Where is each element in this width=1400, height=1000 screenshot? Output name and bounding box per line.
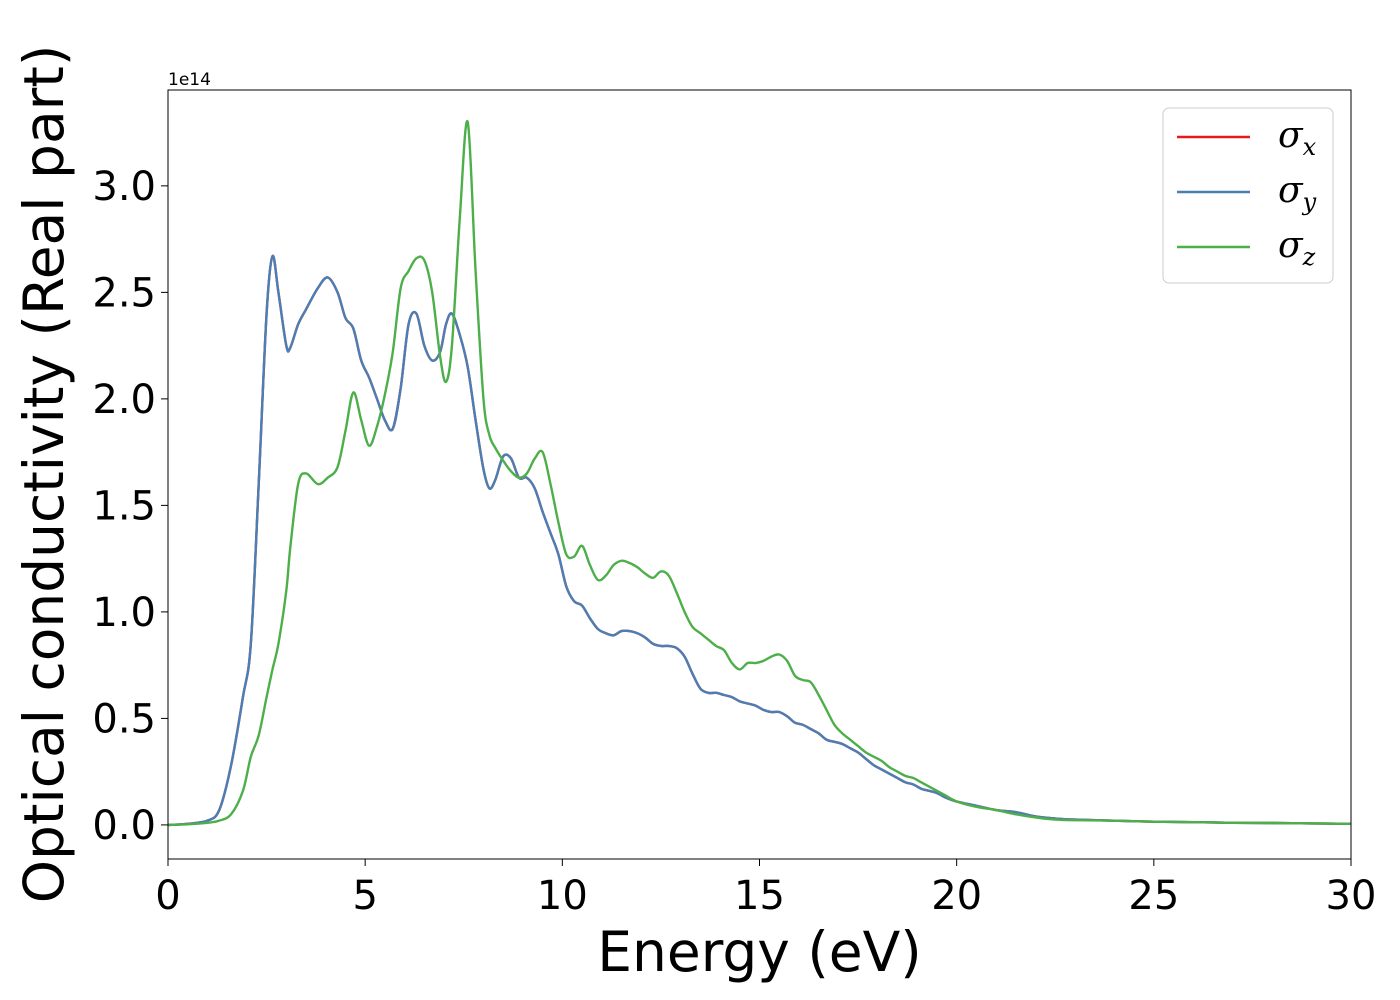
y-offset-label: 1e14 bbox=[168, 70, 211, 90]
y-tick-label: 0.5 bbox=[92, 696, 156, 742]
y-tick-label: 2.0 bbox=[92, 377, 156, 423]
series-layer bbox=[167, 120, 1352, 827]
x-tick-label: 5 bbox=[352, 873, 377, 919]
x-tick-label: 25 bbox=[1128, 873, 1179, 919]
y-tick-label: 1.0 bbox=[92, 590, 156, 636]
x-tick-label: 0 bbox=[155, 873, 180, 919]
y-tick-label: 3.0 bbox=[92, 164, 156, 210]
x-tick-label: 15 bbox=[734, 873, 785, 919]
y-axis-title: Optical conductivity (Real part) bbox=[12, 45, 76, 904]
x-tick-label: 10 bbox=[537, 873, 588, 919]
y-tick-label: 1.5 bbox=[92, 483, 156, 529]
y-tick-label: 0.0 bbox=[92, 803, 156, 849]
x-tick-label: 30 bbox=[1326, 873, 1377, 919]
legend-box bbox=[1162, 107, 1334, 284]
series-line-z bbox=[167, 120, 1352, 827]
series-line-y bbox=[167, 254, 1352, 827]
y-tick-label: 2.5 bbox=[92, 270, 156, 316]
x-axis: 0 5 10 15 20 25 30 bbox=[155, 859, 1376, 919]
x-tick-label: 20 bbox=[931, 873, 982, 919]
x-axis-title: Energy (eV) bbox=[597, 920, 921, 984]
y-axis: 0.0 0.5 1.0 1.5 2.0 2.5 3.0 bbox=[92, 164, 168, 849]
